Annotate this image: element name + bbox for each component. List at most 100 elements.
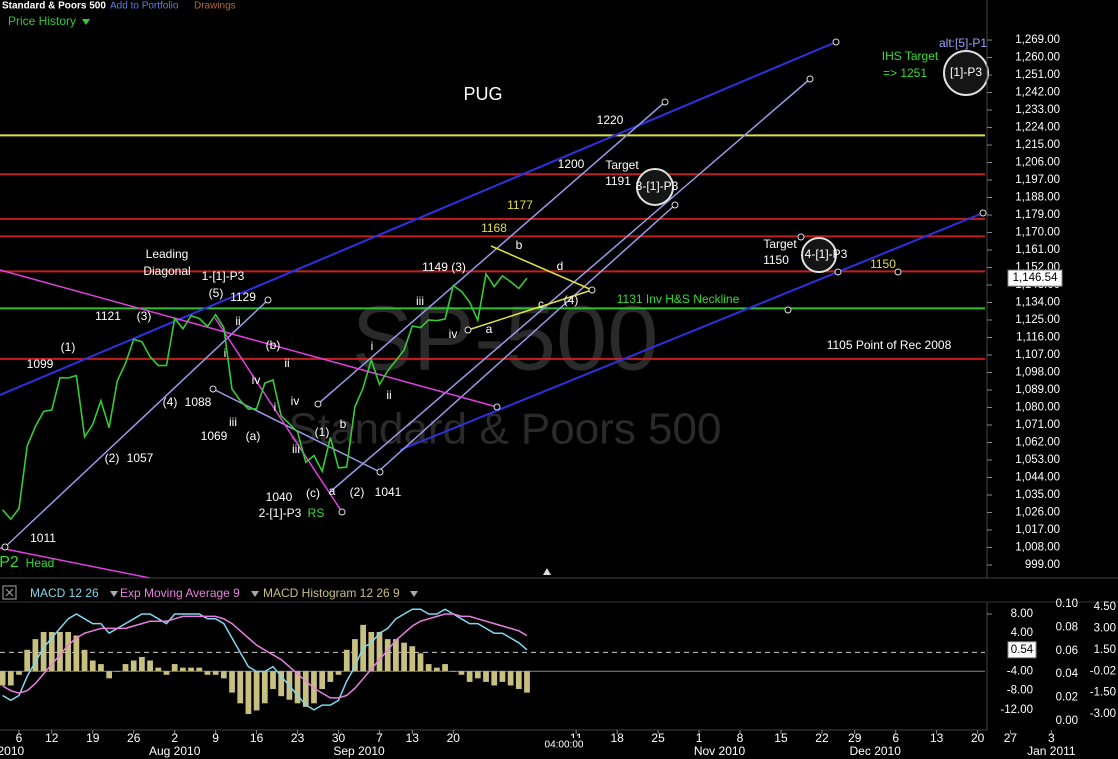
histogram-bar	[458, 671, 465, 675]
histogram-bar	[163, 671, 170, 675]
annotation: 1057	[127, 451, 154, 465]
y-tick-label: 1,170.00	[1015, 227, 1060, 239]
histogram-bar	[450, 671, 457, 672]
histogram-bar	[0, 671, 6, 686]
annotation: ii	[284, 356, 289, 370]
histogram-bar	[393, 639, 399, 672]
y-tick-label: 1,179.00	[1015, 209, 1060, 221]
histogram-bar	[524, 671, 530, 693]
x-tick-label: 19	[86, 731, 100, 745]
x-tick-label: 20	[447, 731, 461, 745]
annotation: i	[371, 339, 374, 353]
histogram-bar	[335, 671, 342, 675]
x-tick-label: 7	[376, 731, 383, 745]
period-label: Jan 2011	[1027, 744, 1076, 758]
anchor-dot	[338, 508, 346, 516]
histogram-bar	[32, 639, 39, 672]
annotation: (5)	[209, 286, 224, 300]
x-tick-label: 29	[848, 731, 862, 745]
trend-line	[329, 78, 811, 493]
histogram-bar	[81, 649, 88, 672]
annotation: (2)	[105, 451, 120, 465]
annotation: 1220	[597, 113, 624, 127]
y-tick-label: 0.08	[1056, 621, 1078, 633]
x-tick-label: 20	[971, 731, 985, 745]
annotation: 1040	[266, 490, 293, 504]
y-tick-label: 0.10	[1056, 598, 1078, 610]
annotation: a	[329, 484, 336, 498]
histogram-bar	[409, 646, 416, 672]
y-tick-label: 1,188.00	[1015, 192, 1060, 204]
annotation: iv	[449, 327, 458, 341]
close-button[interactable]	[2, 585, 17, 600]
annotation: 4-[1]-P3	[805, 247, 848, 261]
annotation: 3-[1]-P3	[636, 179, 679, 193]
annotation: b	[516, 238, 523, 252]
annotation: IHS Target	[882, 49, 939, 63]
annotation: (1)	[61, 340, 76, 354]
anchor-dot	[464, 326, 472, 334]
annotation: (2)	[350, 485, 365, 499]
histogram-bar	[352, 639, 358, 672]
annotation: P2	[0, 554, 19, 571]
annotation: (a)	[246, 429, 261, 443]
y-tick-label: -3.00	[1090, 708, 1116, 720]
last-price-box	[1007, 269, 1063, 287]
y-tick-label: 1,008.00	[1015, 542, 1060, 554]
annotation: 1129	[230, 290, 256, 304]
y-tick-label: 0.00	[1056, 715, 1078, 727]
x-tick-label: 6	[892, 731, 899, 745]
dropdown-icon[interactable]	[110, 591, 118, 597]
y-tick-label: -4.00	[1007, 666, 1033, 678]
anchor-dot	[376, 468, 384, 476]
annotation: Head	[26, 556, 55, 570]
histogram-bar	[491, 671, 498, 686]
histogram-bar	[40, 631, 47, 672]
histogram-bar	[7, 671, 14, 686]
annotation: Diagonal	[143, 264, 190, 278]
annotation: 1150	[763, 253, 789, 267]
target-circle	[636, 168, 674, 206]
anchor-dot	[979, 209, 987, 217]
x-tick-label: 25	[651, 731, 665, 745]
y-tick-label: 4.00	[1011, 627, 1033, 639]
histogram-bar	[261, 671, 268, 704]
close-icon	[5, 588, 14, 597]
value-box	[1007, 641, 1037, 659]
histogram-bar	[368, 631, 375, 672]
dropdown-icon[interactable]	[82, 19, 90, 25]
histogram-bar	[425, 664, 432, 672]
x-tick-label: 6	[16, 731, 23, 745]
annotation: 1168	[481, 221, 507, 235]
cursor-marker	[543, 568, 551, 575]
anchor-dot	[493, 403, 501, 411]
trend-line	[490, 245, 593, 291]
histogram-bar	[311, 671, 317, 704]
trend-line	[214, 317, 343, 513]
x-tick-label: 27	[1004, 731, 1018, 745]
dropdown-icon[interactable]	[251, 591, 259, 597]
dropdown-icon[interactable]	[410, 591, 418, 597]
y-tick-label: 1,197.00	[1015, 174, 1060, 186]
add-link[interactable]: Add to Portfolio	[110, 1, 179, 12]
histogram-bar	[114, 671, 121, 672]
annotation: 1011	[30, 531, 56, 545]
anchor-dot	[671, 201, 679, 209]
annotation: 1099	[27, 357, 54, 371]
histogram-bar	[294, 671, 301, 704]
histogram-bar	[65, 631, 72, 672]
series-line	[2, 608, 528, 711]
histogram-bar	[278, 671, 285, 697]
y-tick-label: 1.50	[1094, 644, 1116, 656]
x-tick-label: 26	[127, 731, 141, 745]
trend-line	[379, 204, 676, 471]
annotation: alt:[5]-P1	[939, 36, 987, 50]
annotation: ii	[386, 388, 391, 402]
anchor-dot	[784, 306, 792, 314]
drawings-link[interactable]: Drawings	[194, 1, 236, 12]
anchor-dot	[894, 268, 902, 276]
y-tick-label: 0.06	[1056, 645, 1078, 657]
y-tick-label: 1,125.00	[1015, 314, 1060, 326]
